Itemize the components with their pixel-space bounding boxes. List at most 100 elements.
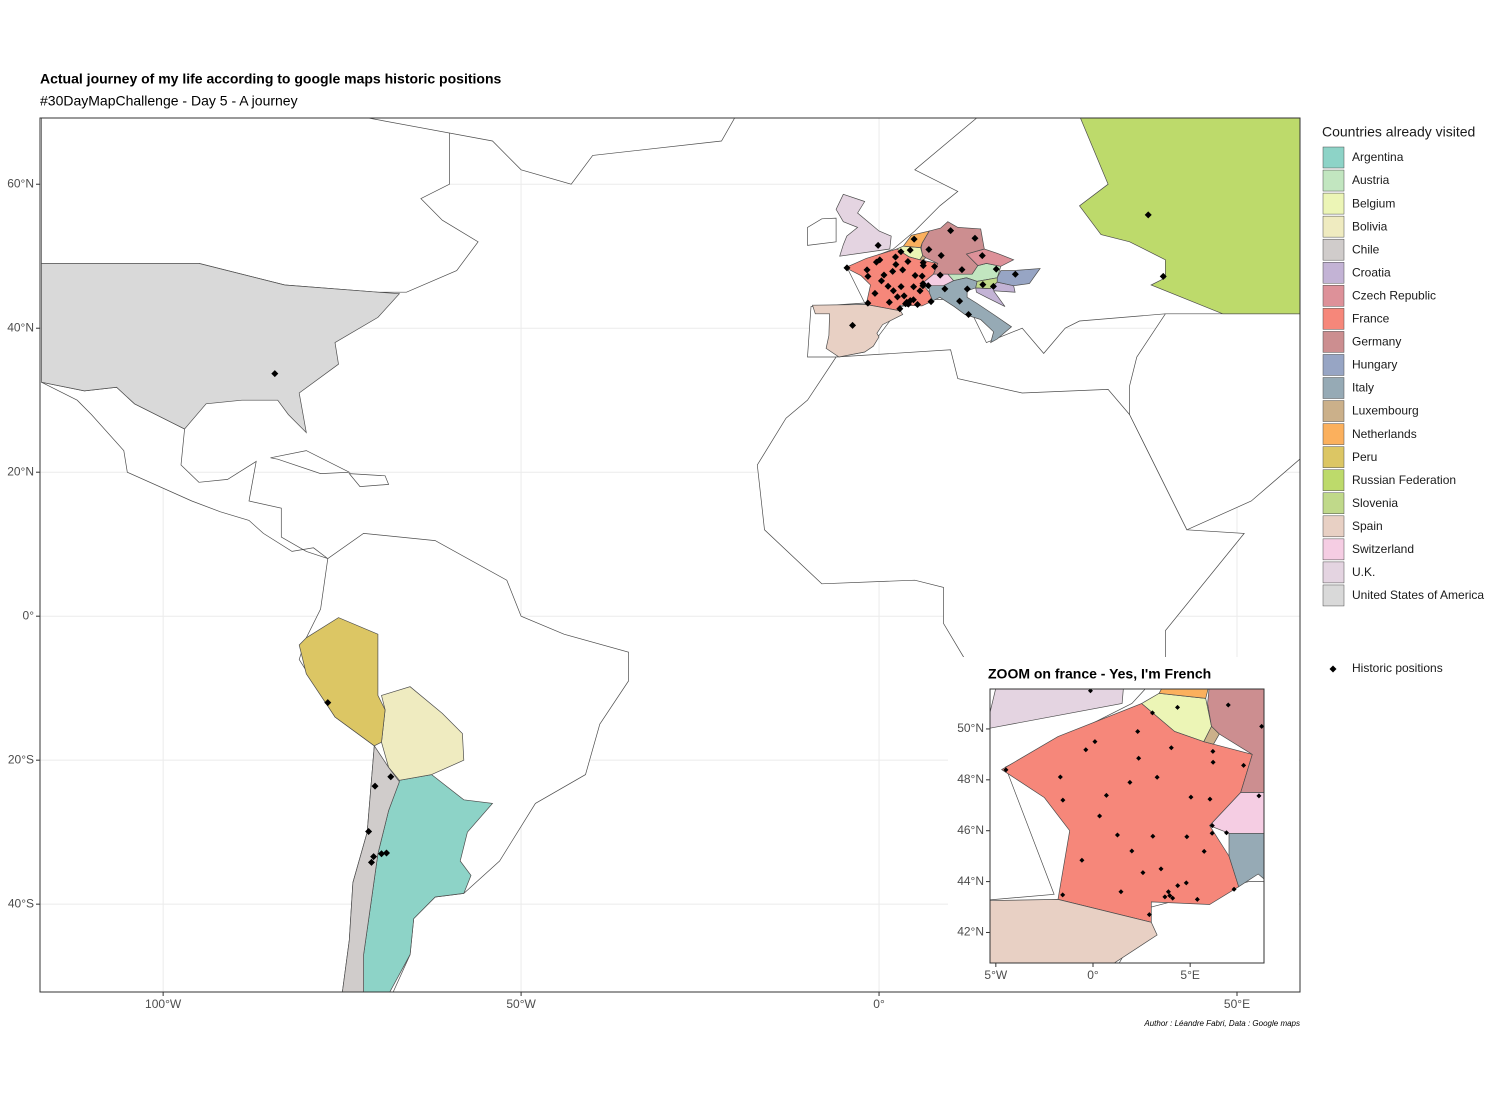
legend-label: Germany [1352,335,1401,349]
position-point [371,782,379,790]
position-point [871,289,879,297]
position-point [927,298,935,306]
position-point [1083,747,1089,753]
land-area [348,473,390,487]
legend: Argentina Austria Belgium Bolivia Chile Croat… [1322,146,1484,675]
position-point [899,266,907,274]
position-point [919,259,927,267]
position-point [1150,833,1156,839]
position-point [324,699,332,707]
land-area [807,217,837,246]
position-point [1127,779,1133,785]
legend-swatch [1322,377,1345,399]
position-point [1087,689,1093,694]
legend-swatch [1322,515,1345,538]
position-point [1097,813,1103,819]
position-point [1159,272,1167,280]
position-point [906,246,914,254]
position-point [1223,830,1229,836]
x-tick-label: 0° [873,997,885,1011]
panel-frame [39,117,1301,993]
position-point [271,370,279,378]
position-point [918,272,926,280]
country-area [990,689,1124,729]
legend-swatch [1322,308,1345,330]
position-point [941,285,949,293]
position-point [863,266,871,274]
legend-label: Hungary [1352,358,1397,372]
position-point [1162,894,1168,900]
position-point [1225,702,1231,708]
legend-swatch [1322,561,1345,584]
legend-label: Czech Republic [1352,288,1436,302]
position-point [1003,767,1009,773]
position-point [864,272,872,280]
map-title: Actual journey of my life according to g… [40,71,501,87]
x-tick-label: 100°W [145,997,182,1011]
position-point [978,252,986,260]
x-tick-label: 0° [1087,968,1099,982]
position-point [936,271,944,279]
country-area [928,277,1013,344]
y-tick-label: 40°S [8,896,34,910]
legend-label: France [1352,312,1390,326]
position-point [1241,762,1247,768]
country-area [1203,725,1220,745]
position-point [874,241,882,249]
land-area [366,118,736,185]
country-area [835,193,892,257]
position-point [1210,759,1216,765]
position-point [897,248,905,256]
position-point [370,853,378,861]
position-point [1114,832,1120,838]
position-point [1165,889,1171,895]
position-point [1256,793,1262,799]
y-tick-label: 0° [23,608,35,622]
position-point [1231,886,1237,892]
country-area [965,248,1015,267]
x-tick-label: 5°W [984,968,1007,982]
position-point [1184,834,1190,840]
country-area [1079,118,1300,315]
legend-swatch [1322,285,1345,307]
position-point [864,299,872,307]
position-point [1209,830,1215,836]
caption: Author : Léandre Fabri, Data : Google ma… [1143,1019,1300,1028]
position-point [989,282,997,290]
legend-swatch [1322,146,1345,169]
position-point [1170,895,1176,901]
position-point [884,282,892,290]
legend-swatch [1322,169,1345,192]
position-point [1146,912,1152,918]
legend-title: Countries already visited [1322,124,1475,140]
country-area [1228,832,1264,888]
position-point [979,281,987,289]
position-point [1129,848,1135,854]
legend-swatch [1322,538,1345,561]
legend-swatch [1322,492,1345,514]
y-tick-label: 60°N [7,176,34,190]
position-point [1079,857,1085,863]
map-subtitle: #30DayMapChallenge - Day 5 - A journey [40,93,298,109]
position-point [1057,774,1063,780]
position-point [892,253,900,261]
country-area [342,744,400,992]
legend-swatch [1322,331,1345,353]
position-point [1201,848,1207,854]
position-point [971,234,979,242]
country-area [1001,703,1253,923]
position-point [911,272,919,280]
position-point [1118,889,1124,895]
position-point [910,235,918,243]
legend-swatch [1322,423,1345,445]
legend-label: Russian Federation [1352,473,1456,487]
inset-frame [989,688,1265,964]
position-point [367,858,375,866]
legend-label: Chile [1352,242,1380,256]
legend-swatch [1322,469,1345,491]
position-point [1167,893,1173,899]
position-point [889,287,897,295]
position-point [892,261,900,269]
country-area [1158,689,1209,699]
inset-panel [990,689,1264,963]
